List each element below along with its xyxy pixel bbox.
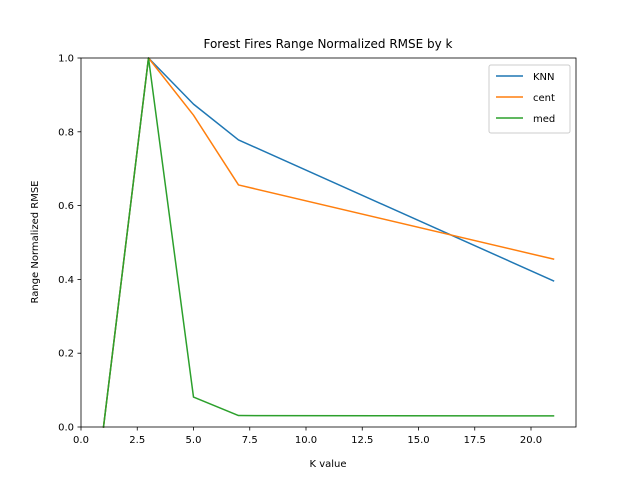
legend-label-cent: cent <box>533 93 555 104</box>
x-tick-label: 10.0 <box>295 435 317 446</box>
y-tick-label: 0.2 <box>58 349 74 360</box>
x-tick-label: 5.0 <box>186 435 202 446</box>
series-line-med <box>102 57 555 428</box>
x-axis-label: K value <box>309 459 346 470</box>
legend-label-knn: KNN <box>533 72 555 83</box>
legend: KNN cent med <box>488 64 571 134</box>
x-tick-label: 15.0 <box>407 435 429 446</box>
x-tick-label: 0.0 <box>73 435 89 446</box>
x-tick-label: 12.5 <box>351 435 373 446</box>
y-tick-label: 0.4 <box>58 275 74 286</box>
x-tick-label: 7.5 <box>242 435 258 446</box>
y-tick-label: 1.0 <box>58 54 74 65</box>
x-tick-label: 2.5 <box>129 435 145 446</box>
x-tick-label: 20.0 <box>520 435 542 446</box>
y-tick-label: 0.0 <box>58 423 74 434</box>
legend-box <box>488 64 571 134</box>
legend-label-med: med <box>533 114 555 125</box>
x-tick-label: 17.5 <box>464 435 486 446</box>
y-tick-label: 0.8 <box>58 127 74 138</box>
y-axis-label: Range Normalized RMSE <box>30 180 41 303</box>
chart-title: Forest Fires Range Normalized RMSE by k <box>203 37 452 51</box>
axes: 0.0 2.5 5.0 7.5 10.0 12.5 15.0 17.5 20.0 0.0 0.2 0.… <box>58 54 577 446</box>
axes-frame <box>80 57 577 428</box>
y-tick-label: 0.6 <box>58 201 74 212</box>
plot-area <box>102 57 555 428</box>
